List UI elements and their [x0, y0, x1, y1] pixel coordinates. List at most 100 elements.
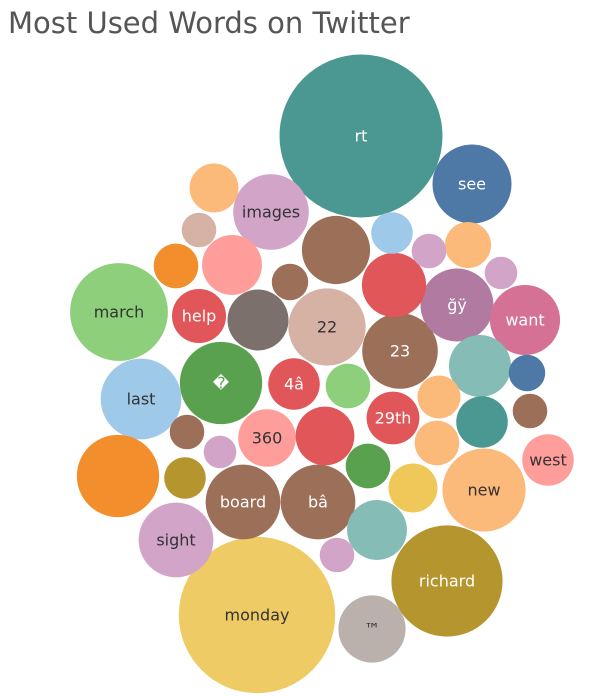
bubble-26[interactable]: [227, 289, 289, 351]
bubble-45[interactable]: [512, 393, 548, 429]
bubble-37-circle[interactable]: [153, 243, 199, 289]
bubble-38-circle[interactable]: [417, 375, 461, 419]
bubble-4[interactable]: 4â: [268, 358, 320, 410]
bubble-sight-circle[interactable]: [138, 502, 214, 578]
bubble-16-circle[interactable]: [338, 595, 406, 663]
bubble-last-circle[interactable]: [100, 358, 182, 440]
bubble-39[interactable]: [164, 457, 206, 499]
bubble-29-circle[interactable]: [295, 406, 355, 466]
bubble-35-circle[interactable]: [325, 363, 371, 409]
bubble-40-circle[interactable]: [371, 212, 413, 254]
bubble-25[interactable]: [448, 334, 512, 398]
bubble-see[interactable]: see: [432, 144, 512, 224]
bubble-14-circle[interactable]: [420, 268, 494, 342]
bubble-40[interactable]: [371, 212, 413, 254]
bubble-help[interactable]: help: [171, 288, 227, 344]
bubble-images[interactable]: images: [233, 174, 309, 250]
bubble-38[interactable]: [417, 375, 461, 419]
bubble-b-circle[interactable]: [280, 464, 356, 540]
bubble-richard-circle[interactable]: [391, 525, 503, 637]
bubble-32-circle[interactable]: [189, 163, 239, 213]
bubble-11-circle[interactable]: [179, 341, 263, 425]
bubble-west[interactable]: west: [522, 434, 574, 486]
bubble-37[interactable]: [153, 243, 199, 289]
bubble-33[interactable]: [444, 221, 492, 269]
bubble-30[interactable]: [456, 396, 508, 448]
bubble-29th[interactable]: 29th: [366, 391, 420, 445]
bubble-360-circle[interactable]: [238, 409, 296, 467]
bubble-33-circle[interactable]: [444, 221, 492, 269]
bubble-last[interactable]: last: [100, 358, 182, 440]
bubble-36[interactable]: [414, 420, 460, 466]
bubble-sight[interactable]: sight: [138, 502, 214, 578]
bubble-36-circle[interactable]: [414, 420, 460, 466]
bubble-west-circle[interactable]: [522, 434, 574, 486]
bubble-42-circle[interactable]: [508, 354, 546, 392]
bubble-44-circle[interactable]: [411, 233, 447, 269]
bubble-b[interactable]: bâ: [280, 464, 356, 540]
bubble-march-circle[interactable]: [70, 263, 168, 361]
bubble-rt-circle[interactable]: [279, 54, 443, 218]
bubble-24[interactable]: [361, 252, 427, 318]
bubble-44[interactable]: [411, 233, 447, 269]
bubble-25-circle[interactable]: [448, 334, 512, 398]
bubble-45-circle[interactable]: [512, 393, 548, 429]
bubble-32[interactable]: [189, 163, 239, 213]
bubble-want[interactable]: want: [489, 284, 561, 356]
bubble-14[interactable]: ğÿ: [420, 268, 494, 342]
bubble-23[interactable]: [301, 215, 371, 285]
bubble-monday[interactable]: monday: [178, 536, 336, 694]
bubble-34-circle[interactable]: [345, 443, 391, 489]
bubble-31[interactable]: [388, 463, 438, 513]
bubble-47-circle[interactable]: [169, 414, 205, 450]
bubble-46-circle[interactable]: [319, 537, 355, 573]
bubble-43-circle[interactable]: [181, 212, 217, 248]
bubble-48-circle[interactable]: [203, 435, 237, 469]
bubble-39-circle[interactable]: [164, 457, 206, 499]
bubble-images-circle[interactable]: [233, 174, 309, 250]
bubble-23-circle[interactable]: [301, 215, 371, 285]
bubble-26-circle[interactable]: [227, 289, 289, 351]
bubble-41-circle[interactable]: [271, 263, 309, 301]
bubble-richard[interactable]: richard: [391, 525, 503, 637]
bubble-360[interactable]: 360: [238, 409, 296, 467]
bubble-27[interactable]: [347, 500, 407, 560]
bubble-24-circle[interactable]: [361, 252, 427, 318]
bubble-29[interactable]: [295, 406, 355, 466]
bubble-22-circle[interactable]: [76, 434, 160, 518]
bubble-22[interactable]: 22: [288, 288, 366, 366]
bubble-want-circle[interactable]: [489, 284, 561, 356]
bubble-41[interactable]: [271, 263, 309, 301]
bubble-49[interactable]: [484, 256, 518, 290]
bubble-29th-circle[interactable]: [366, 391, 420, 445]
bubble-47[interactable]: [169, 414, 205, 450]
bubble-new[interactable]: new: [442, 448, 526, 532]
bubble-43[interactable]: [181, 212, 217, 248]
bubble-27-circle[interactable]: [347, 500, 407, 560]
bubble-16[interactable]: ™: [338, 595, 406, 663]
bubble-23-circle[interactable]: [362, 313, 438, 389]
bubble-46[interactable]: [319, 537, 355, 573]
bubble-march[interactable]: march: [70, 263, 168, 361]
bubble-11[interactable]: �: [179, 341, 263, 425]
bubble-23[interactable]: 23: [362, 313, 438, 389]
bubble-help-circle[interactable]: [171, 288, 227, 344]
bubble-35[interactable]: [325, 363, 371, 409]
bubble-new-circle[interactable]: [442, 448, 526, 532]
bubble-22[interactable]: [76, 434, 160, 518]
bubble-22-circle[interactable]: [288, 288, 366, 366]
bubble-see-circle[interactable]: [432, 144, 512, 224]
bubble-28-circle[interactable]: [202, 235, 262, 295]
bubble-rt[interactable]: rt: [279, 54, 443, 218]
bubble-board[interactable]: board: [205, 464, 281, 540]
bubble-30-circle[interactable]: [456, 396, 508, 448]
bubble-4-circle[interactable]: [268, 358, 320, 410]
bubble-49-circle[interactable]: [484, 256, 518, 290]
bubble-28[interactable]: [202, 235, 262, 295]
bubble-monday-circle[interactable]: [178, 536, 336, 694]
bubble-42[interactable]: [508, 354, 546, 392]
bubble-board-circle[interactable]: [205, 464, 281, 540]
bubble-34[interactable]: [345, 443, 391, 489]
bubble-48[interactable]: [203, 435, 237, 469]
bubble-31-circle[interactable]: [388, 463, 438, 513]
